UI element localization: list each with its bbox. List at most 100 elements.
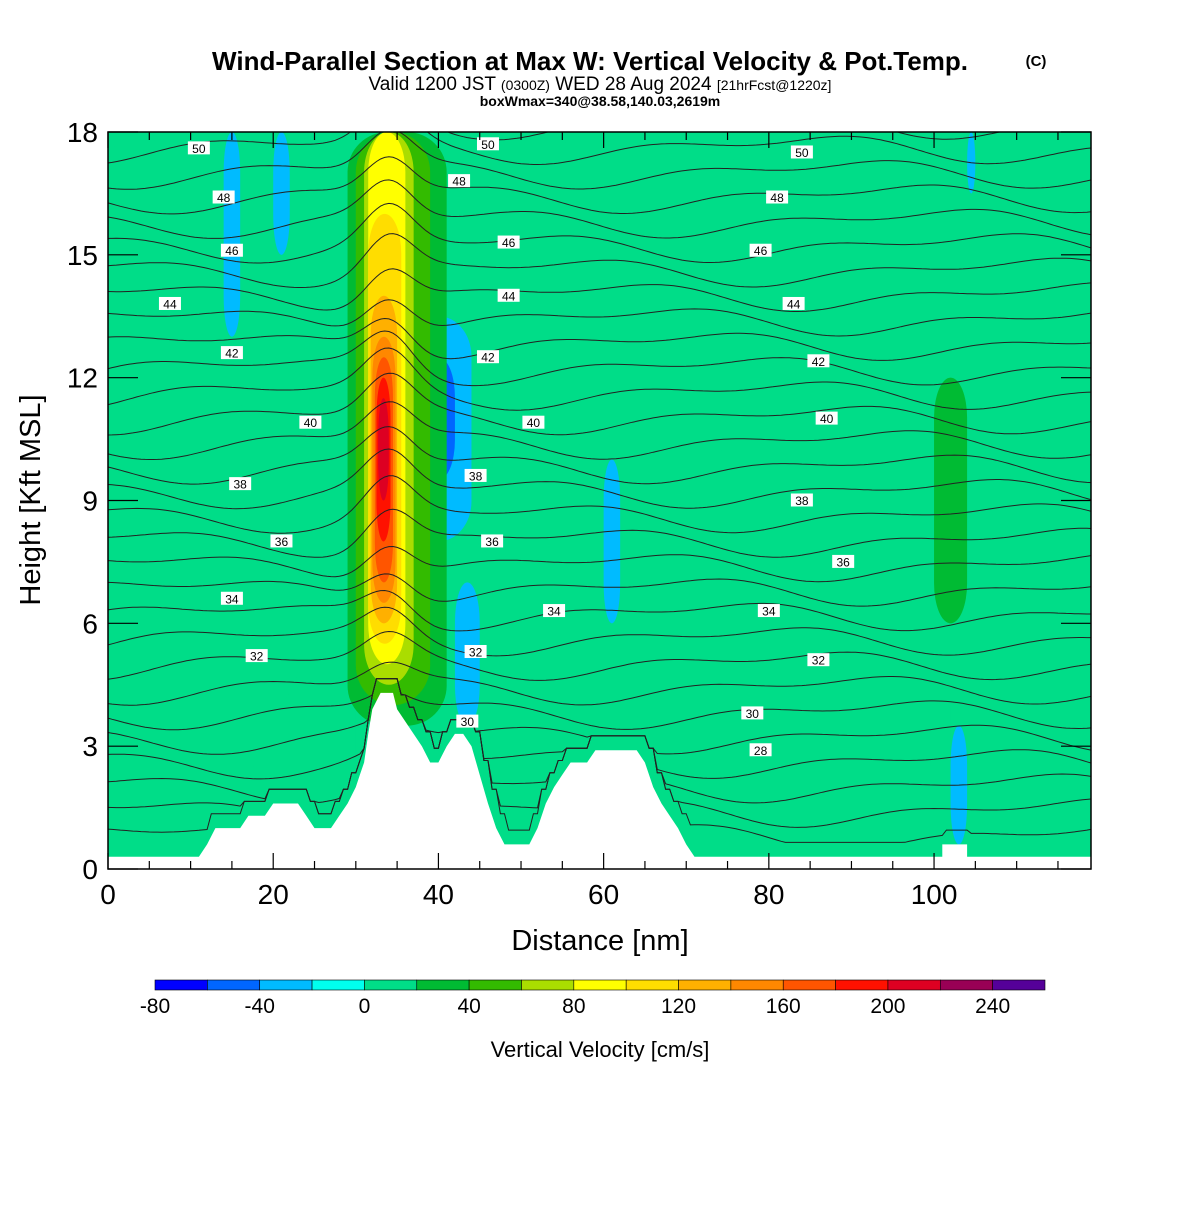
svg-text:42: 42: [812, 355, 826, 369]
svg-text:44: 44: [502, 289, 516, 303]
isentrope-label: 44: [497, 288, 520, 303]
isentrope-line: [108, 678, 1091, 755]
svg-text:50: 50: [795, 146, 809, 160]
x-axis: 0 20 40 60 80 100: [100, 132, 1059, 910]
isentrope-label: 38: [229, 477, 252, 492]
velocity-cell: [297, 541, 356, 808]
isentrope-label: 34: [220, 591, 243, 606]
isentrope-line: [108, 233, 1091, 288]
svg-text:36: 36: [275, 535, 289, 549]
colorbar-swatch: [730, 979, 784, 991]
velocity-cell: [636, 684, 769, 857]
isentrope-line: [108, 661, 1091, 706]
svg-text:44: 44: [163, 297, 177, 311]
svg-text:36: 36: [837, 555, 851, 569]
velocity-cell: [1016, 213, 1091, 460]
svg-text:48: 48: [770, 191, 784, 205]
svg-text:38: 38: [233, 478, 247, 492]
isentrope-label: 50: [476, 137, 499, 152]
svg-text:46: 46: [502, 236, 516, 250]
isentrope-label: 44: [782, 296, 805, 311]
svg-text:42: 42: [225, 347, 239, 361]
isentrope-line: [108, 132, 1091, 165]
isentrope-line: [108, 132, 1091, 190]
velocity-cell: [471, 132, 579, 857]
colorbar-tick-label: 40: [457, 995, 480, 1018]
colorbar-swatch: [364, 979, 418, 991]
isentrope-label: 38: [464, 468, 487, 483]
isentrope-label: 32: [464, 644, 487, 659]
colorbar-tick-label: 240: [975, 995, 1010, 1018]
isentrope-line: [108, 678, 1091, 731]
svg-text:44: 44: [787, 297, 801, 311]
isentrope-label: 48: [448, 174, 471, 189]
colorbar-swatch: [573, 979, 627, 991]
terrain-profile: [108, 692, 1091, 869]
velocity-cell: [752, 132, 893, 501]
isentrope-line: [108, 630, 1091, 681]
isentrope-label: 32: [807, 653, 830, 668]
isentrope-line: [108, 299, 1091, 337]
isentrope-line: [108, 268, 1091, 312]
y-tick-label: 18: [67, 117, 98, 148]
colorbar-swatch: [992, 979, 1046, 991]
colorbar-tick-label: -40: [245, 995, 275, 1018]
colorbar-swatch: [782, 979, 836, 991]
isentrope-label: 48: [766, 190, 789, 205]
x-tick-label: 40: [423, 879, 454, 910]
chart-title: Wind-Parallel Section at Max W: Vertical…: [212, 46, 968, 76]
y-tick-label: 0: [82, 854, 98, 885]
isentrope-line: [108, 475, 1091, 534]
svg-text:40: 40: [527, 416, 541, 430]
box-wmax-info: boxWmax=340@38.58,140.03,2619m: [480, 93, 721, 109]
isentrope-label: 46: [749, 243, 772, 258]
x-tick-label: 20: [258, 879, 289, 910]
isentrope-label: 28: [749, 743, 772, 758]
colorbar-swatch: [625, 979, 679, 991]
velocity-cell: [378, 398, 389, 501]
svg-text:48: 48: [452, 175, 466, 189]
colorbar-swatch: [259, 979, 313, 991]
isentrope-label: 30: [741, 706, 764, 721]
colorbar-swatch: [468, 979, 522, 991]
isentrope-label: 42: [220, 346, 243, 361]
colorbar-label: Vertical Velocity [cm/s]: [491, 1037, 710, 1062]
isentrope-line: [108, 448, 1091, 510]
isentrope-line: [108, 545, 1091, 583]
colorbar: -80 -40 0 40 80 120 160 200 240: [140, 979, 1046, 1018]
colorbar-tick-label: 80: [562, 995, 585, 1018]
isentrope-label: 50: [187, 141, 210, 156]
svg-text:30: 30: [461, 715, 475, 729]
x-tick-label: 100: [911, 879, 958, 910]
isentrope-label: 50: [790, 145, 813, 160]
velocity-cell: [108, 132, 166, 706]
svg-text:50: 50: [481, 138, 495, 152]
x-tick-label: 80: [753, 879, 784, 910]
colorbar-swatch: [207, 979, 261, 991]
svg-text:34: 34: [547, 605, 561, 619]
isentrope-line: [108, 589, 1091, 632]
valid-time: Valid 1200 JST (0300Z) WED 28 Aug 2024 […: [369, 74, 832, 95]
isentrope-label: 30: [456, 714, 479, 729]
isentrope-label: 42: [807, 354, 830, 369]
colorbar-tick-label: 0: [359, 995, 371, 1018]
colorbar-swatch: [678, 979, 732, 991]
y-tick-label: 6: [82, 608, 98, 639]
velocity-cell: [240, 377, 298, 706]
svg-text:36: 36: [485, 535, 499, 549]
isentrope-label: 46: [220, 243, 243, 258]
isentrope-line: [108, 372, 1091, 436]
svg-text:40: 40: [304, 416, 318, 430]
isentrope-label: 46: [497, 235, 520, 250]
isentrope-label: 34: [543, 604, 566, 619]
velocity-cell: [223, 132, 241, 337]
svg-text:50: 50: [192, 142, 206, 156]
velocity-cell: [273, 132, 290, 255]
svg-text:32: 32: [250, 650, 264, 664]
y-tick-label: 3: [82, 731, 98, 762]
svg-text:38: 38: [795, 494, 809, 508]
isentrope-line: [108, 401, 1091, 460]
